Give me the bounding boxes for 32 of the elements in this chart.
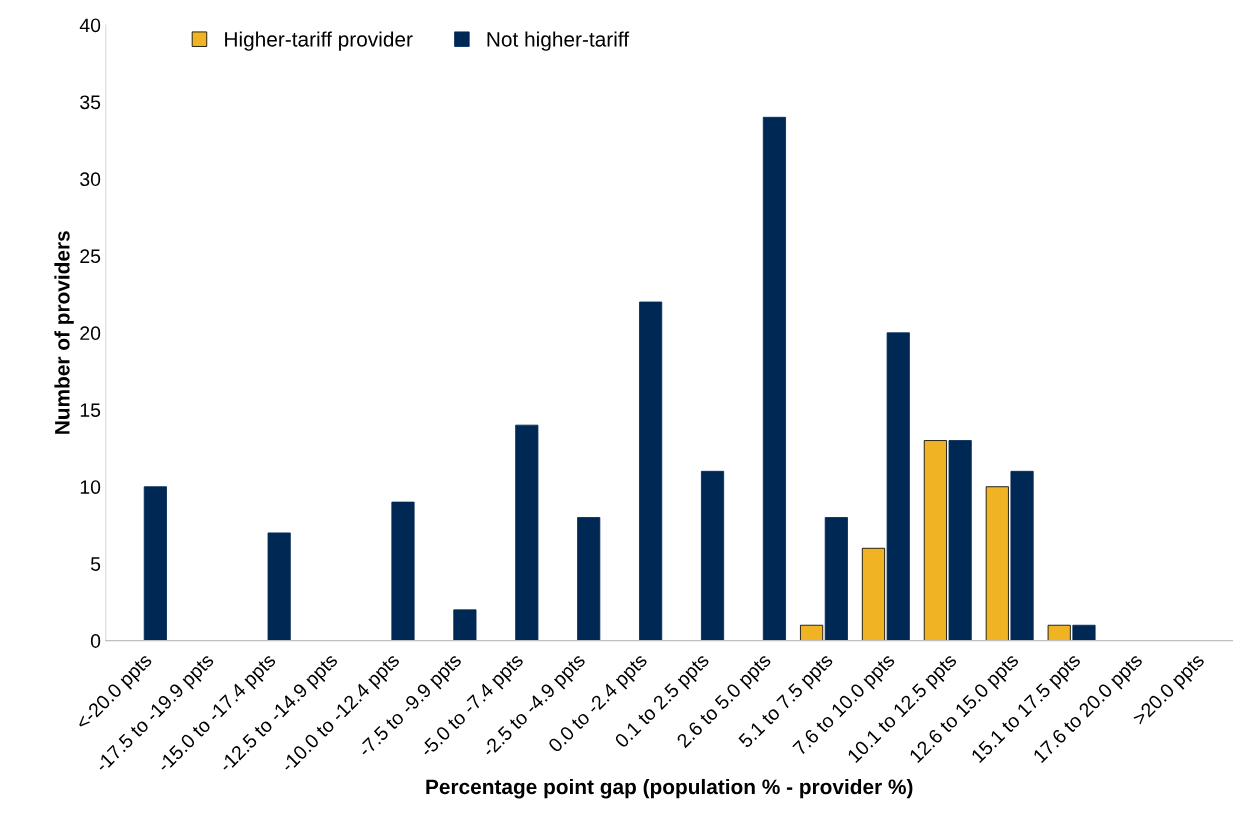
bar [800, 624, 824, 641]
y-tick-label: 15 [80, 403, 101, 417]
bar [923, 440, 947, 641]
y-axis-title: Number of providers [54, 231, 74, 434]
legend-label: Not higher-tariff [487, 31, 630, 51]
bar [886, 332, 910, 641]
x-axis-title: Percentage point gap (population % - provider %) [426, 778, 913, 799]
bar [985, 486, 1009, 641]
y-tick-label: 40 [79, 18, 101, 33]
bar [143, 486, 167, 641]
y-tick-label: 10 [80, 480, 101, 494]
bar [762, 116, 786, 641]
bar [861, 547, 886, 641]
bar [577, 517, 601, 641]
bar [824, 517, 848, 641]
legend-label: Higher-tariff provider [225, 31, 413, 51]
y-tick-label: 35 [80, 95, 101, 110]
y-tick-label: 0 [90, 634, 101, 648]
y-tick-label: 5 [90, 557, 101, 571]
bar [391, 501, 415, 641]
bar [639, 301, 663, 641]
bar [453, 609, 477, 641]
bar [1047, 624, 1071, 641]
bar [267, 532, 291, 641]
y-tick-label: 25 [80, 249, 101, 264]
bar [1072, 624, 1096, 641]
bar [700, 470, 725, 641]
y-tick-label: 20 [80, 326, 101, 341]
y-tick-label: 30 [80, 172, 101, 187]
bar [948, 440, 972, 641]
bar [515, 424, 539, 641]
bar [1010, 470, 1034, 641]
